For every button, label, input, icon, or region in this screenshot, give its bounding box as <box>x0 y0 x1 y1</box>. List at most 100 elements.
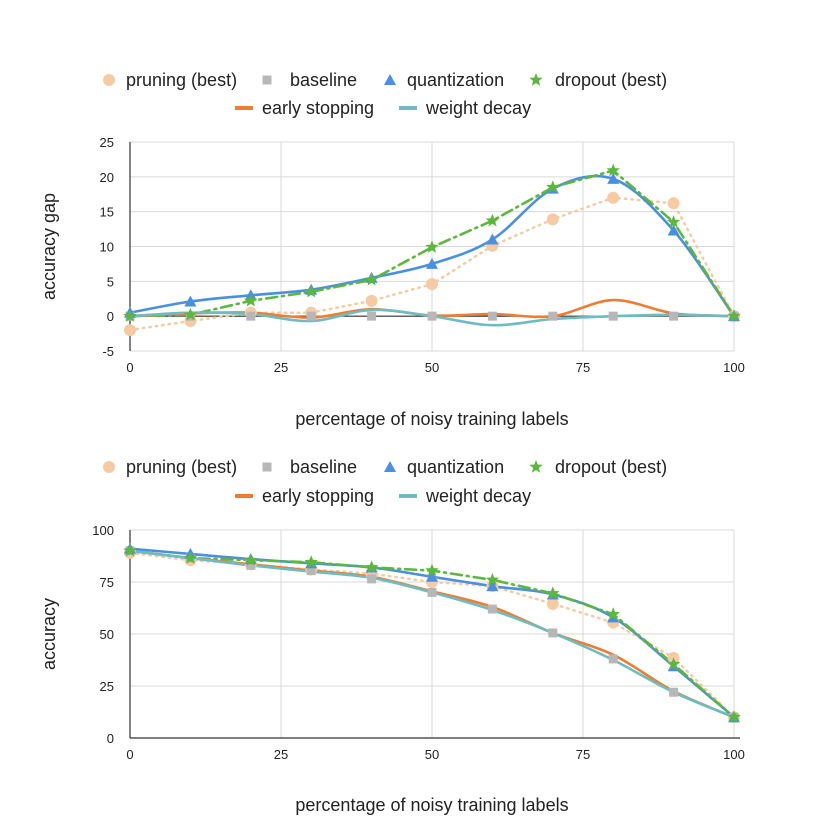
legend-marker-quantization <box>384 74 396 85</box>
y-tick-label: -5 <box>102 344 114 359</box>
legend: pruning (best) baseline quantization dropou… <box>103 457 667 506</box>
series-line-pruning-best <box>128 551 736 719</box>
y-tick-label: 100 <box>92 523 114 538</box>
legend-label-dropout-best: dropout (best) <box>555 70 667 90</box>
x-tick-label: 50 <box>425 747 439 762</box>
y-tick-label: 25 <box>100 679 114 694</box>
data-point-dropout-best <box>425 240 439 253</box>
data-point-quantization <box>667 224 680 236</box>
x-tick-label: 0 <box>126 360 133 375</box>
data-point-baseline <box>306 566 316 576</box>
data-point-baseline <box>246 560 256 570</box>
data-point-dropout-best <box>606 163 620 177</box>
x-tick-label: 75 <box>576 747 590 762</box>
series-markers-dropout-best <box>123 163 741 322</box>
data-point-dropout-best <box>485 572 500 586</box>
data-point-pruning-best <box>546 213 559 226</box>
data-point-quantization <box>607 172 620 184</box>
chart-2: 0 25 50 75 100 0 25 50 75 100 percentage of noisy … <box>39 457 745 815</box>
legend-label-baseline: baseline <box>290 457 357 477</box>
x-tick-label: 75 <box>576 360 590 375</box>
series-line-weight-decay <box>128 549 736 719</box>
legend-marker-baseline <box>262 462 272 472</box>
data-point-dropout-best <box>123 309 137 322</box>
chart-1: -5 0 5 10 15 20 25 0 25 50 75 100 percentage of nois… <box>39 70 745 429</box>
data-point-baseline <box>367 574 377 584</box>
legend-label-pruning-best: pruning (best) <box>126 70 237 90</box>
legend-label-weight-decay: weight decay <box>425 486 531 506</box>
data-point-dropout-best <box>364 560 379 574</box>
y-tick-label: 75 <box>100 575 114 590</box>
y-tick-label: 20 <box>100 170 114 185</box>
data-point-baseline <box>367 311 377 321</box>
legend-label-early-stopping: early stopping <box>262 98 374 118</box>
legend-marker-quantization <box>384 461 396 472</box>
x-tick-label: 25 <box>274 747 288 762</box>
y-tick-label: 15 <box>100 205 114 220</box>
x-tick-label: 50 <box>425 360 439 375</box>
data-point-dropout-best <box>727 309 741 322</box>
data-point-dropout-best <box>666 215 681 228</box>
data-point-pruning-best <box>365 294 378 307</box>
data-point-pruning-best <box>124 324 136 337</box>
x-axis-title: percentage of noisy training labels <box>295 795 568 815</box>
legend-marker-dropout-best <box>529 460 543 473</box>
y-axis-title: accuracy gap <box>39 193 59 300</box>
data-point-dropout-best <box>183 551 198 564</box>
data-point-dropout-best <box>123 543 137 557</box>
legend-label-pruning-best: pruning (best) <box>126 457 237 477</box>
legend-label-weight-decay: weight decay <box>425 98 531 118</box>
y-tick-label: 10 <box>100 240 114 255</box>
data-point-baseline <box>306 311 316 321</box>
x-axis-title: percentage of noisy training labels <box>295 409 568 429</box>
legend-label-early-stopping: early stopping <box>262 486 374 506</box>
legend-label-baseline: baseline <box>290 70 357 90</box>
data-point-dropout-best <box>183 307 198 321</box>
legend-marker-baseline <box>262 75 272 85</box>
data-point-dropout-best <box>425 563 439 577</box>
data-point-dropout-best <box>485 213 500 227</box>
data-point-quantization <box>184 295 197 307</box>
x-tick-label: 100 <box>723 360 745 375</box>
legend-marker-pruning-best <box>103 461 115 473</box>
data-point-quantization <box>426 257 438 269</box>
y-tick-label: 25 <box>100 135 114 150</box>
data-point-quantization <box>486 580 499 592</box>
data-point-pruning-best <box>607 191 620 204</box>
data-point-quantization <box>486 233 499 245</box>
x-tick-label: 100 <box>723 747 745 762</box>
data-point-baseline <box>487 311 497 321</box>
data-point-quantization <box>426 570 438 582</box>
data-point-baseline <box>246 311 256 321</box>
data-point-baseline <box>608 654 618 664</box>
data-point-baseline <box>548 628 558 638</box>
data-point-dropout-best <box>546 180 560 193</box>
data-point-baseline <box>669 311 679 321</box>
series-line-quantization <box>128 174 736 318</box>
data-point-baseline <box>548 311 558 321</box>
y-tick-label: 0 <box>107 731 114 746</box>
data-point-baseline <box>608 311 618 321</box>
y-tick-label: 0 <box>107 309 114 324</box>
data-point-pruning-best <box>426 278 438 291</box>
series-markers-dropout-best <box>123 543 741 723</box>
legend: pruning (best) baseline quantization dropou… <box>103 70 667 118</box>
x-tick-label: 25 <box>274 360 288 375</box>
data-point-dropout-best <box>546 586 560 600</box>
legend-label-quantization: quantization <box>407 457 504 477</box>
data-point-dropout-best <box>304 555 318 568</box>
legend-marker-dropout-best <box>529 73 543 86</box>
data-point-baseline <box>669 687 679 697</box>
y-tick-label: 5 <box>107 274 114 289</box>
data-point-dropout-best <box>666 657 681 670</box>
legend-marker-pruning-best <box>103 74 115 86</box>
legend-label-quantization: quantization <box>407 70 504 90</box>
data-point-dropout-best <box>244 553 258 566</box>
data-point-dropout-best <box>304 284 318 298</box>
data-point-dropout-best <box>727 710 741 723</box>
data-point-dropout-best <box>244 293 258 307</box>
data-point-baseline <box>427 311 437 321</box>
data-point-pruning-best <box>667 197 680 210</box>
legend-label-dropout-best: dropout (best) <box>555 457 667 477</box>
